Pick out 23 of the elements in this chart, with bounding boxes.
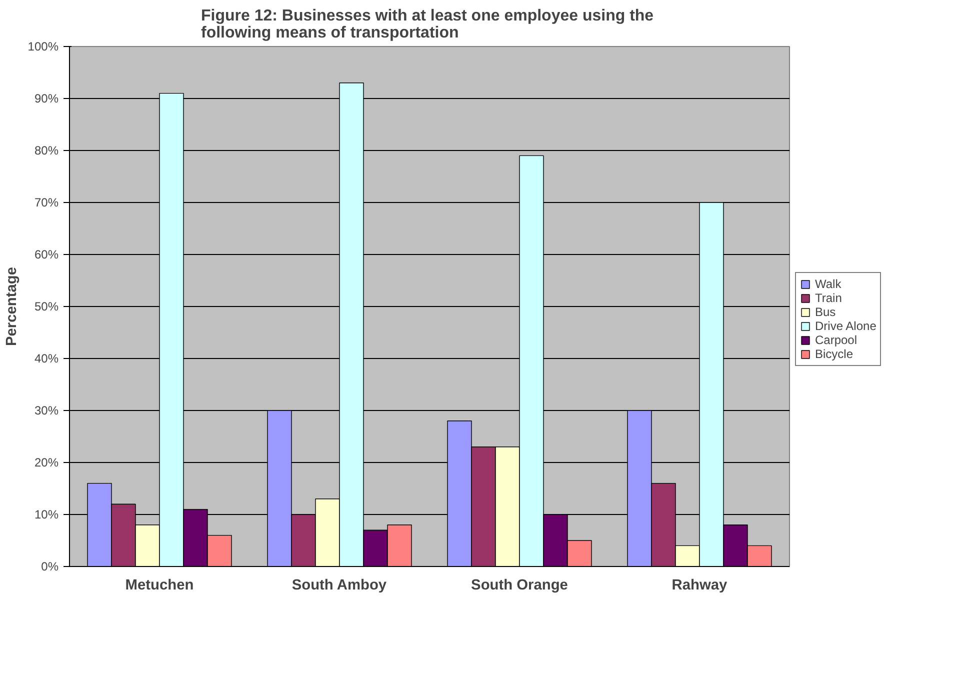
chart-title: Figure 12: Businesses with at least one employee using the following means of transportation bbox=[200, 8, 654, 42]
y-tick-label: 100% bbox=[28, 40, 59, 54]
y-tick-label: 90% bbox=[34, 92, 59, 106]
legend-label: Carpool bbox=[815, 333, 858, 347]
x-tick-label: Metuchen bbox=[125, 578, 194, 594]
y-tick-label: 0% bbox=[41, 560, 59, 574]
y-tick-label: 40% bbox=[34, 352, 59, 366]
legend-label: Train bbox=[815, 291, 842, 305]
x-tick-label: Rahway bbox=[672, 578, 728, 594]
x-tick-label: South Orange bbox=[471, 578, 568, 594]
y-axis-title: Percentage bbox=[4, 266, 20, 346]
y-tick-label: 70% bbox=[34, 196, 59, 210]
legend-label: Walk bbox=[815, 277, 842, 291]
y-tick-label: 20% bbox=[34, 456, 59, 470]
y-tick-label: 10% bbox=[34, 508, 59, 522]
y-tick-label: 60% bbox=[34, 248, 59, 262]
y-tick-label: 80% bbox=[34, 144, 59, 158]
legend-label: Drive Alone bbox=[815, 319, 876, 333]
legend-label: Bus bbox=[815, 305, 836, 319]
y-tick-label: 30% bbox=[34, 404, 59, 418]
y-tick-label: 50% bbox=[34, 300, 59, 314]
legend-label: Bicycle bbox=[815, 347, 854, 361]
x-tick-label: South Amboy bbox=[292, 578, 388, 594]
